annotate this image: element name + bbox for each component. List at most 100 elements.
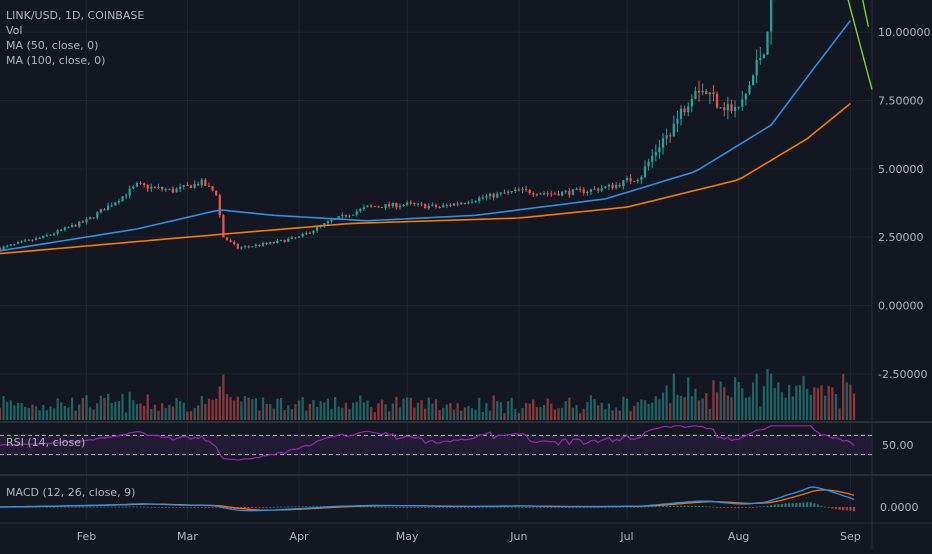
candle-body [402,204,405,207]
candle-body [315,226,319,231]
candle-body [633,181,636,183]
candle-body [233,241,236,245]
volume-bar [193,407,196,420]
x-tick-label: Jul [619,530,633,543]
macd-histogram-bar [207,507,211,508]
volume-bar [658,399,661,420]
macd-histogram-bar [139,506,142,508]
volume-bar [424,408,427,420]
candle-body [611,184,614,189]
macd-histogram-bar [56,506,59,508]
macd-histogram-bar [258,507,261,508]
volume-bar [568,397,571,420]
candle-body [157,187,160,189]
volume-bar [806,388,809,420]
macd-histogram-bar [49,506,52,508]
volume-bar [597,405,600,420]
macd-histogram-bar [737,507,740,508]
macd-histogram-bar [179,507,182,508]
macd-histogram-bar [579,507,582,508]
candle-body [110,205,113,207]
candle-body [557,193,560,196]
candle-body [380,207,384,209]
macd-histogram-bar [290,506,293,508]
macd-histogram-bar [733,507,737,508]
macd-histogram-bar [557,507,560,508]
volume-bar [485,403,488,420]
volume-bar [283,410,286,420]
macd-histogram-bar [766,505,769,507]
macd-histogram-bar [279,506,283,508]
candle-body [13,243,16,245]
candle-body [6,245,9,247]
volume-bar [438,410,441,420]
macd-histogram-bar [373,506,376,508]
volume-bar [679,395,683,420]
volume-bar [488,410,492,420]
macd-label[interactable]: MACD (12, 26, close, 9) [6,486,136,499]
rsi-line [0,425,855,461]
volume-bar [348,408,351,420]
macd-layer [0,486,856,512]
macd-histogram-bar [294,506,297,508]
channel-trendline[interactable] [782,0,873,90]
candle-body [604,186,607,189]
candle-body [449,204,452,206]
candle-body [384,204,387,208]
volume-bar [398,407,402,420]
macd-histogram-bar [359,506,362,508]
macd-histogram-bar [521,506,524,508]
macd-histogram-bar [124,506,128,508]
candle-body [546,193,549,195]
macd-histogram-bar [827,507,830,508]
candle-body [766,31,769,55]
candle-body [708,92,711,95]
volume-bar [218,386,221,420]
volume-bar [99,395,103,420]
candle-body [27,239,30,241]
candle-body [651,155,654,162]
rsi-label[interactable]: RSI (14, close) [6,436,86,449]
macd-histogram-bar [247,507,250,509]
candle-body [661,138,665,148]
macd-histogram-bar [150,506,153,508]
volume-bar [85,395,88,420]
symbol-label[interactable]: LINK/USD, 1D, COINBASE [6,9,145,22]
ma50-label[interactable]: MA (50, close, 0) [6,39,99,52]
macd-histogram-bar [74,506,77,508]
vol-label[interactable]: Vol [6,24,23,37]
candle-body [121,196,124,202]
volume-bar [726,395,729,420]
candle-body [179,186,182,189]
candle-body [618,185,621,187]
macd-histogram-bar [838,507,841,510]
volume-bar [24,406,27,420]
candle-body [323,223,326,226]
volume-bar [265,403,268,420]
macd-histogram-bar [550,507,553,508]
volume-bar [45,410,48,420]
candle-body [128,188,131,196]
volume-bar [683,397,686,420]
macd-histogram-bar [478,506,481,508]
volume-bar [409,397,412,420]
ma100-label[interactable]: MA (100, close, 0) [6,54,106,67]
macd-histogram-bar [784,503,787,507]
volume-bar [380,399,384,420]
candle-body [139,183,142,185]
macd-histogram-bar [175,507,178,508]
macd-histogram-bar [45,506,48,508]
macd-histogram-bar [442,507,445,508]
candle-body [503,192,506,194]
volume-bar [629,411,632,420]
macd-histogram-bar [496,506,499,508]
macd-histogram-bar [809,502,812,507]
candle-body [370,205,373,207]
macd-histogram-bar [769,505,773,507]
candle-layer [0,0,776,251]
candle-body [665,135,668,139]
volume-bar [186,411,189,420]
trend-channel-layer[interactable] [782,0,873,90]
candle-body [171,188,175,193]
